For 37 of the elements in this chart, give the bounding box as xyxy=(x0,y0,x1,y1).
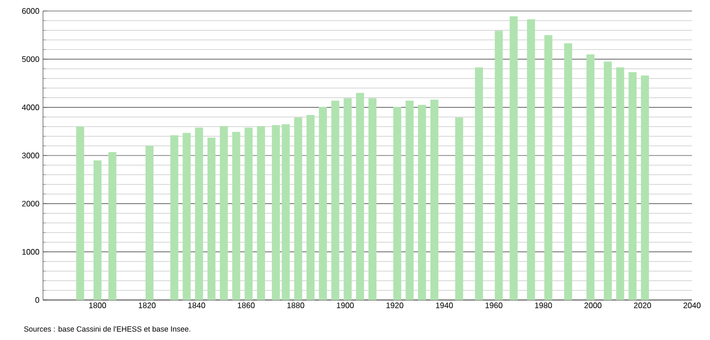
bar xyxy=(344,98,352,300)
bar xyxy=(628,72,637,300)
bar xyxy=(294,117,302,300)
bar xyxy=(207,138,216,300)
bar xyxy=(76,126,84,300)
bar xyxy=(220,126,228,300)
bar xyxy=(418,104,426,300)
bar xyxy=(455,117,464,300)
bar xyxy=(272,125,280,300)
bar xyxy=(474,67,483,300)
bar xyxy=(331,100,340,300)
bar xyxy=(195,128,204,300)
bar xyxy=(318,106,327,300)
bar xyxy=(586,54,594,300)
bar xyxy=(108,152,116,300)
bar xyxy=(256,126,265,300)
bar xyxy=(526,19,535,300)
bar xyxy=(430,100,438,300)
bar xyxy=(510,16,518,300)
bar xyxy=(640,76,649,300)
bar xyxy=(170,135,178,300)
bar xyxy=(616,67,624,300)
bar xyxy=(306,115,315,300)
bar xyxy=(494,30,503,300)
bar xyxy=(356,92,364,300)
bar xyxy=(282,124,290,300)
bar xyxy=(564,43,572,300)
bar xyxy=(393,106,402,300)
bar xyxy=(368,98,376,300)
bar xyxy=(604,62,612,300)
bar xyxy=(232,132,240,300)
bar xyxy=(93,160,102,300)
bar xyxy=(146,146,154,300)
bar xyxy=(244,128,253,300)
bar xyxy=(406,100,414,300)
bar xyxy=(182,132,191,300)
bar xyxy=(544,35,552,300)
